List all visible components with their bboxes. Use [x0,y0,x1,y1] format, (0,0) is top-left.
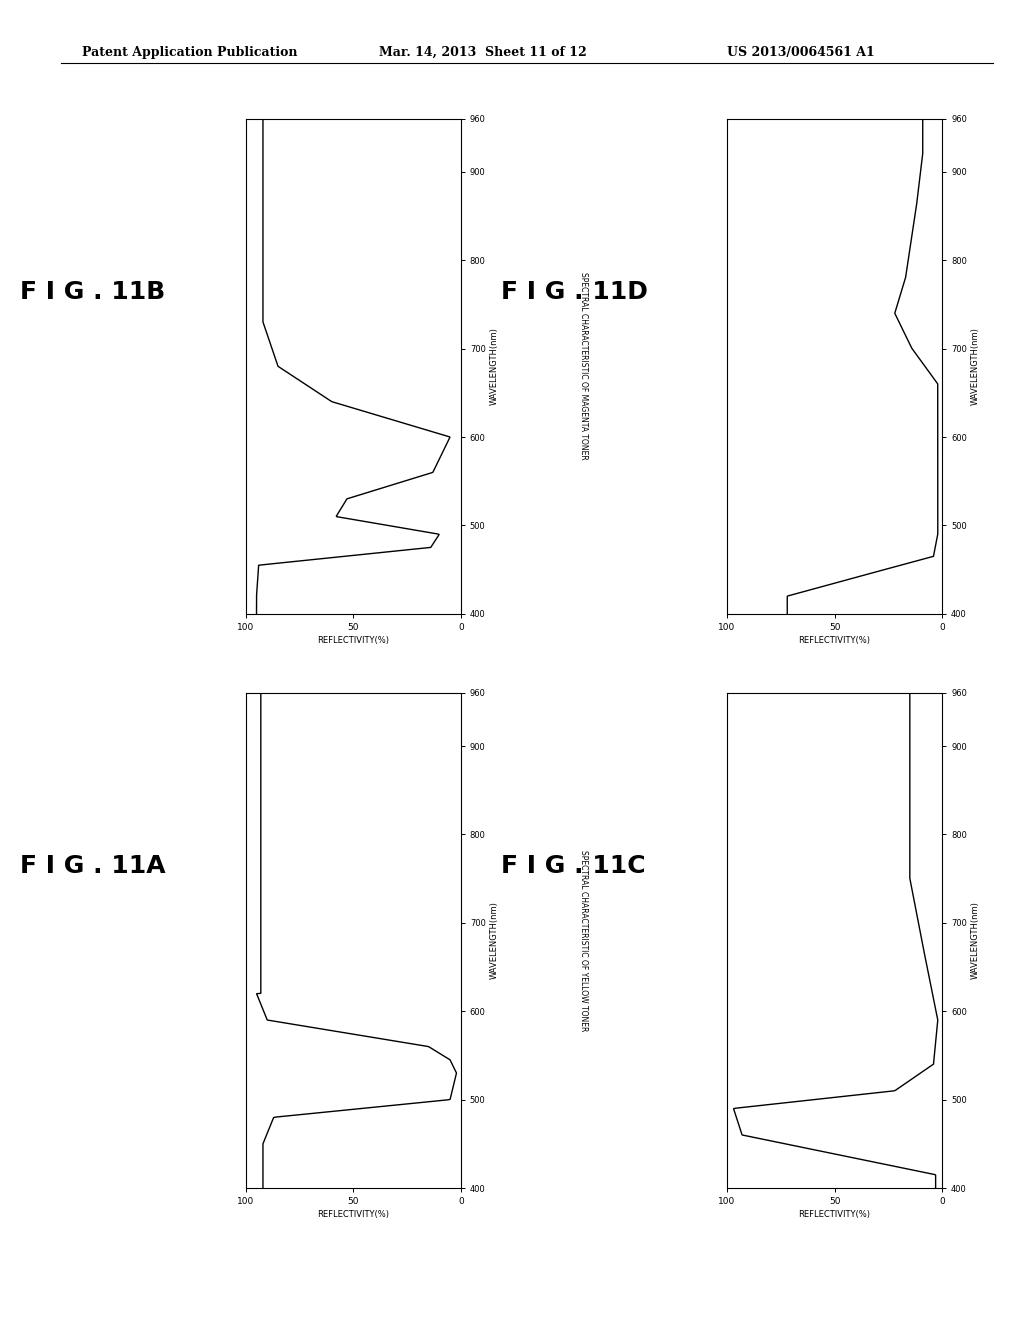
X-axis label: REFLECTIVITY(%): REFLECTIVITY(%) [799,636,870,645]
Text: SPECTRAL CHARACTERISTIC OF MAGENTA TONER: SPECTRAL CHARACTERISTIC OF MAGENTA TONER [579,272,588,461]
Text: F I G . 11C: F I G . 11C [502,854,646,878]
Y-axis label: WAVELENGTH(nm): WAVELENGTH(nm) [971,902,980,979]
X-axis label: REFLECTIVITY(%): REFLECTIVITY(%) [799,1210,870,1220]
Y-axis label: WAVELENGTH(nm): WAVELENGTH(nm) [489,327,499,405]
Text: Patent Application Publication: Patent Application Publication [82,46,297,59]
X-axis label: REFLECTIVITY(%): REFLECTIVITY(%) [317,636,389,645]
Text: F I G . 11A: F I G . 11A [20,854,166,878]
Text: US 2013/0064561 A1: US 2013/0064561 A1 [727,46,874,59]
Y-axis label: WAVELENGTH(nm): WAVELENGTH(nm) [971,327,980,405]
Text: F I G . 11D: F I G . 11D [502,280,648,304]
X-axis label: REFLECTIVITY(%): REFLECTIVITY(%) [317,1210,389,1220]
Text: Mar. 14, 2013  Sheet 11 of 12: Mar. 14, 2013 Sheet 11 of 12 [379,46,587,59]
Text: SPECTRAL CHARACTERISTIC OF YELLOW TONER: SPECTRAL CHARACTERISTIC OF YELLOW TONER [579,850,588,1031]
Y-axis label: WAVELENGTH(nm): WAVELENGTH(nm) [489,902,499,979]
Text: F I G . 11B: F I G . 11B [20,280,165,304]
